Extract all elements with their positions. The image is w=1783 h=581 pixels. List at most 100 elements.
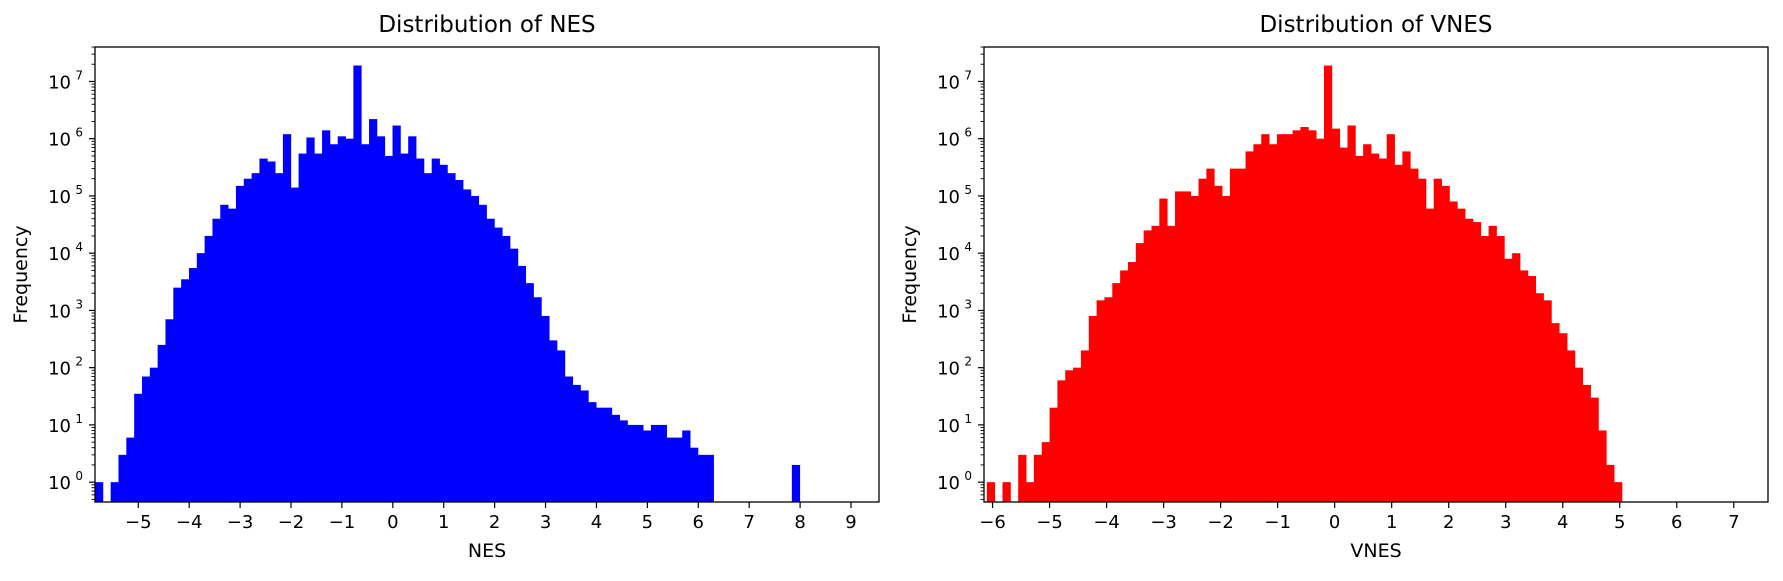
histogram-bar (1402, 151, 1411, 502)
histogram-bar (431, 158, 440, 503)
histogram-bar (580, 390, 589, 502)
histogram-bar (1590, 397, 1599, 502)
histogram-bar (1206, 168, 1215, 502)
histogram-bar (251, 173, 260, 503)
histogram-bar (1261, 134, 1270, 503)
histogram-bars (95, 65, 801, 503)
y-tick-exponent: 5 (964, 183, 972, 197)
y-tick-label: 10 (937, 187, 960, 208)
histogram-bar (650, 424, 660, 502)
histogram-bar (509, 248, 519, 502)
histogram-bar (1190, 195, 1199, 502)
histogram-bar (1033, 454, 1043, 502)
histogram-bar (1339, 147, 1348, 502)
histogram-bar (572, 384, 581, 502)
histogram-bar (666, 437, 675, 502)
histogram-bar (705, 454, 714, 502)
histogram-bar (470, 195, 480, 502)
histogram-bar (228, 208, 237, 502)
histogram-bar (1331, 128, 1341, 502)
histogram-bar (376, 136, 386, 502)
histogram-bar (1355, 155, 1364, 502)
histogram-bar (1049, 407, 1058, 502)
x-tick-label: 0 (1329, 512, 1340, 533)
histogram-bar (541, 315, 550, 502)
histogram-bar (1065, 370, 1074, 502)
histogram-bar (423, 173, 433, 503)
histogram-bar (400, 153, 409, 502)
histogram-bar (1018, 454, 1027, 502)
histogram-bar (1276, 134, 1286, 503)
histogram-bar (494, 227, 503, 502)
x-tick-label: 9 (845, 512, 856, 533)
x-tick-label: 4 (591, 512, 602, 533)
histogram-bar (149, 367, 159, 502)
chart-title: Distribution of VNES (1259, 12, 1492, 38)
x-tick-label: 5 (642, 512, 653, 533)
y-tick-label: 10 (48, 301, 71, 322)
histogram-bar (322, 130, 331, 502)
histogram-bar (95, 482, 104, 502)
histogram-bar (1512, 253, 1521, 502)
x-tick-label: 6 (693, 512, 704, 533)
histogram-bar (306, 137, 315, 503)
x-axis-label: VNES (1350, 540, 1401, 562)
x-tick-label: 5 (1614, 512, 1625, 533)
y-tick-exponent: 7 (75, 68, 83, 82)
histogram-bar (1371, 153, 1380, 502)
y-tick-label: 10 (937, 473, 960, 494)
histogram-bar (204, 235, 213, 502)
histogram-bar (556, 350, 566, 502)
histogram-bar (1214, 185, 1223, 503)
histogram-bar (1378, 158, 1388, 503)
histogram-bar (1425, 208, 1435, 502)
x-tick-label: −4 (176, 512, 203, 533)
histogram-bar (1543, 300, 1552, 502)
x-tick-label: 1 (1386, 512, 1397, 533)
histogram-bar (619, 420, 628, 502)
histogram-bar (455, 179, 464, 503)
histogram-bar (110, 482, 119, 502)
histogram-bar (298, 153, 307, 502)
x-tick-label: 1 (438, 512, 449, 533)
histogram-bar (173, 287, 182, 502)
y-tick-exponent: 6 (964, 126, 972, 140)
histogram-bar (1057, 380, 1066, 502)
histogram-bar (1323, 65, 1333, 502)
y-tick-exponent: 2 (964, 355, 972, 369)
histogram-bar (1488, 225, 1497, 502)
histogram-bar (243, 178, 252, 502)
histogram-bar (1222, 195, 1231, 502)
histogram-bar (212, 218, 221, 502)
y-tick-exponent: 7 (964, 68, 972, 82)
histogram-bar (533, 297, 542, 502)
histogram-bar (1441, 185, 1450, 503)
y-tick-exponent: 1 (75, 412, 83, 426)
x-tick-label: 4 (1557, 512, 1568, 533)
histogram-bar (196, 253, 206, 502)
histogram-bar (1465, 218, 1474, 502)
y-tick-exponent: 3 (75, 297, 83, 311)
histogram-bar (1127, 262, 1137, 502)
histogram-bar (986, 482, 996, 502)
histogram-bar (1120, 270, 1129, 502)
axes-frame (94, 46, 880, 503)
histogram-bar (369, 119, 378, 502)
histogram-bar (1300, 127, 1309, 503)
histogram-bar (1574, 367, 1584, 502)
y-tick-label: 10 (48, 416, 71, 437)
y-tick-label: 10 (48, 187, 71, 208)
histogram-bar (1551, 323, 1560, 502)
histogram-bar (1394, 164, 1403, 503)
histogram-bar (1080, 350, 1090, 502)
y-tick-label: 10 (48, 359, 71, 380)
histogram-bar (635, 424, 644, 502)
histogram-bar (517, 265, 527, 502)
x-tick-label: −4 (1093, 512, 1120, 533)
y-tick-label: 10 (48, 244, 71, 265)
histogram-bar (134, 393, 143, 502)
histogram-panel-vnes: −6 −5 −4 −3 −2 −1 0 1 2 3 4 5 6 7 10 0 10 1 10 2 10 3 10 4 10 5 10… (899, 12, 1769, 562)
histogram-bar (1269, 144, 1278, 502)
histogram-bar (329, 144, 339, 502)
histogram-bar (1472, 222, 1482, 503)
